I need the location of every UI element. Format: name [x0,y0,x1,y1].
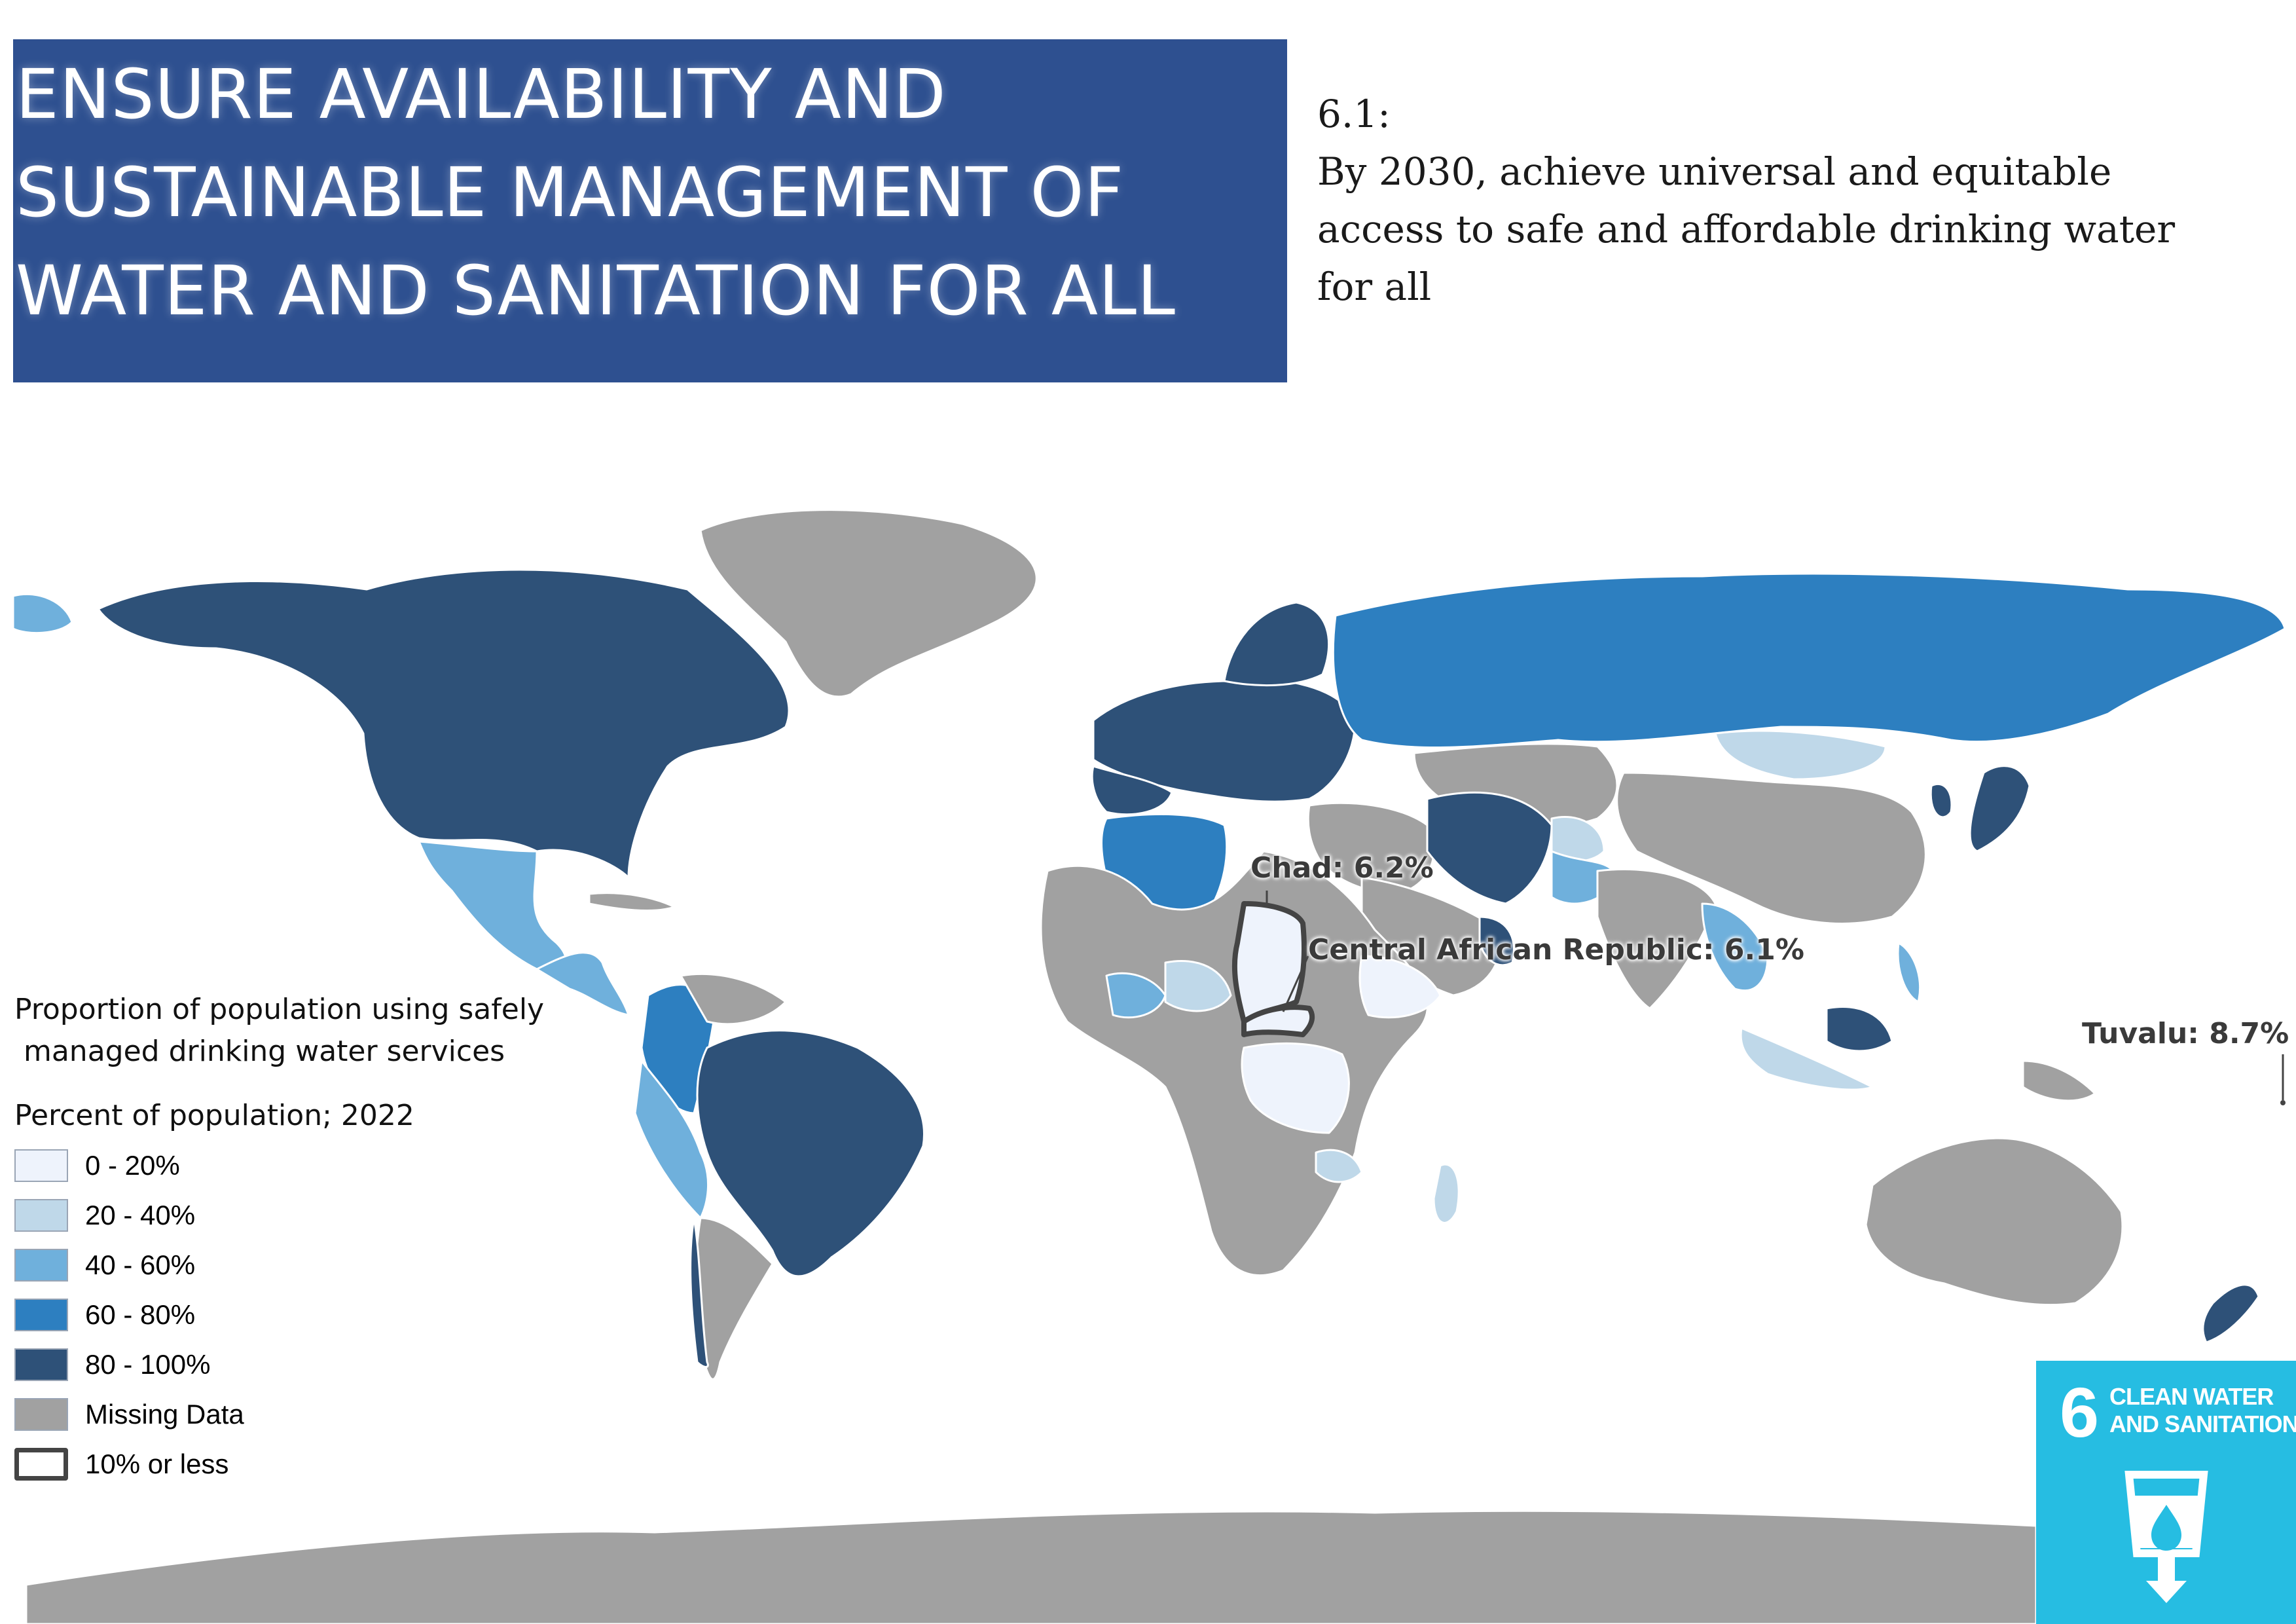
region-oman [1478,915,1516,967]
car-leader-line [1282,955,1309,1012]
region-korea [1929,783,1953,819]
region-chile [689,1217,709,1368]
region-europe [1092,678,1357,803]
region-india [1596,868,1717,1010]
target-line-1: By 2030, achieve universal and equitable [1317,149,2112,194]
goal-title-line-1: ENSURE AVAILABILITY AND [16,54,947,134]
region-central-america [536,951,630,1016]
region-iran [1426,791,1553,905]
region-mongolia [1714,729,1887,781]
region-se-asia [1701,902,1769,991]
region-russia [1332,572,2286,749]
legend-label: 40 - 60% [85,1249,196,1280]
legend-item: 80 - 100% [14,1346,210,1383]
region-japan [1969,765,2031,853]
region-drc [1241,1042,1350,1134]
legend-swatch [14,1448,68,1481]
legend-title-line-1: Proportion of population using safely [14,993,545,1026]
region-nigeria [1164,959,1232,1012]
region-antarctica [25,1509,2037,1624]
sdg-title-line-1: CLEAN WATER [2109,1383,2274,1410]
goal-title-line-3: WATER AND SANITATION FOR ALL [16,251,1176,331]
goal-title-line-2: SUSTAINABLE MANAGEMENT OF [16,153,1125,232]
target-line-3: for all [1317,265,1432,309]
region-brazil [696,1029,925,1278]
region-caribbean [588,892,676,912]
goal-title-banner: ENSURE AVAILABILITY AND SUSTAINABLE MANA… [13,39,1287,382]
target-text: 6.1: By 2030, achieve universal and equi… [1317,85,2286,316]
region-china [1616,771,1927,925]
region-philippines [1897,942,1922,1003]
legend-item: 20 - 40% [14,1197,195,1234]
region-australia [1865,1137,2124,1306]
legend-label: 20 - 40% [85,1200,196,1230]
legend-item: Missing Data [14,1396,244,1433]
legend-subtitle: Percent of population; 2022 [14,1099,414,1132]
legend-label: Missing Data [85,1399,244,1430]
map-legend: Proportion of population using safely ma… [14,989,544,1132]
sdg6-badge: 6 CLEAN WATER AND SANITATION [2036,1361,2296,1624]
tuvalu-label: Tuvalu: 8.7% [2082,1017,2289,1050]
legend-label: 80 - 100% [85,1349,211,1380]
legend-item: 40 - 60% [14,1247,195,1283]
region-borneo [1825,1005,1893,1052]
target-line-2: access to safe and affordable drinking w… [1317,207,2176,251]
legend-item: 60 - 80% [14,1297,195,1333]
region-car [1241,1005,1315,1037]
legend-swatch [14,1348,68,1381]
legend-swatch [14,1249,68,1282]
region-indonesia [1740,1027,1874,1091]
region-peru [634,1060,709,1219]
region-ethiopia [1358,955,1442,1019]
region-greenland [699,509,1038,698]
tuvalu-marker [2280,1100,2286,1105]
region-png [2022,1060,2096,1102]
region-venezuela [680,972,787,1025]
legend-item: 10% or less [14,1446,228,1483]
legend-swatch [14,1398,68,1431]
legend-title-line-2: managed drinking water services [14,1035,505,1068]
legend-swatch [14,1149,68,1182]
chad-label: Chad: 6.2% [1250,851,1434,885]
sdg-number: 6 [2060,1373,2100,1452]
region-chad [1231,901,1307,1024]
water-glass-icon [2124,1471,2208,1603]
sdg-title-line-2: AND SANITATION [2109,1411,2296,1437]
region-alaska [12,593,73,634]
region-scandinavia [1223,601,1330,687]
legend-label: 60 - 80% [85,1299,196,1330]
car-label: Central African Republic: 6.1% [1308,933,1804,967]
target-code: 6.1: [1317,92,1391,136]
legend-label: 0 - 20% [85,1150,180,1181]
region-madagascar [1432,1163,1460,1224]
region-north-america [97,568,790,879]
region-zambia [1315,1149,1363,1183]
region-mexico [418,840,567,972]
region-iberia [1091,765,1173,816]
legend-item: 0 - 20% [14,1147,180,1184]
region-new-zealand [2202,1283,2260,1344]
legend-items: 0 - 20% 20 - 40% 40 - 60% 60 - 80% 80 - 100%… [14,1147,407,1488]
legend-label: 10% or less [85,1449,229,1479]
legend-swatch [14,1199,68,1232]
legend-swatch [14,1299,68,1331]
